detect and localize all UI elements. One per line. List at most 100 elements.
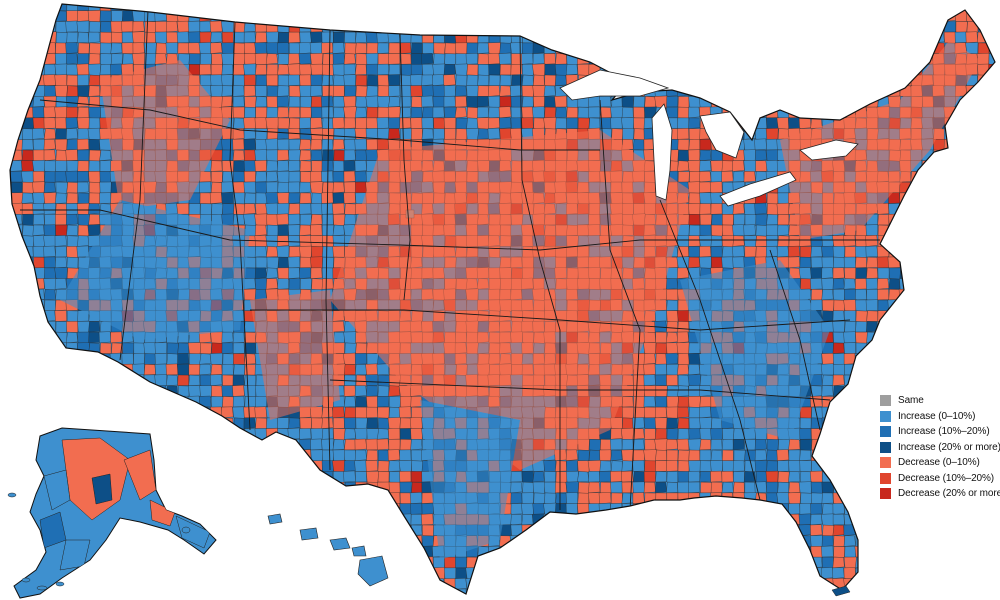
county-cell xyxy=(89,149,101,162)
county-cell xyxy=(255,192,268,205)
county-cell xyxy=(110,63,123,76)
county-cell xyxy=(321,214,334,226)
county-cell xyxy=(865,406,880,420)
county-cell xyxy=(255,256,268,269)
county-cell xyxy=(821,106,835,119)
county-cell xyxy=(99,342,112,354)
county-cell xyxy=(54,235,67,247)
county-cell xyxy=(410,74,423,86)
county-cell xyxy=(622,10,634,22)
county-cell xyxy=(700,10,712,22)
county-cell xyxy=(165,492,178,504)
county-cell xyxy=(421,85,434,98)
county-cell xyxy=(355,181,367,194)
county-cell xyxy=(932,267,945,279)
county-cell xyxy=(910,546,924,559)
county-cell xyxy=(955,524,968,537)
county-cell xyxy=(343,181,356,194)
county-cell xyxy=(77,396,90,409)
county-cell xyxy=(311,246,324,259)
county-cell xyxy=(966,331,979,344)
county-cell xyxy=(421,74,434,86)
county-cell xyxy=(10,374,12,386)
county-cell xyxy=(21,278,34,290)
county-cell xyxy=(243,288,257,301)
county-cell xyxy=(910,267,923,279)
county-cell xyxy=(555,492,567,504)
county-cell xyxy=(465,588,479,594)
county-cell xyxy=(321,170,334,183)
county-cell xyxy=(166,353,179,365)
county-cell xyxy=(644,428,656,440)
county-cell xyxy=(811,21,824,33)
county-cell xyxy=(488,74,501,86)
county-cell xyxy=(365,513,378,526)
county-cell xyxy=(232,85,245,97)
county-cell xyxy=(243,203,256,215)
county-cell xyxy=(543,4,557,12)
county-cell xyxy=(333,331,345,344)
county-cell xyxy=(321,588,334,594)
county-cell xyxy=(399,471,412,483)
county-cell xyxy=(166,417,178,429)
county-cell xyxy=(887,299,901,311)
county-cell xyxy=(910,53,923,65)
county-cell xyxy=(410,31,423,44)
county-cell xyxy=(955,224,967,236)
county-cell xyxy=(955,256,967,269)
county-cell xyxy=(366,406,378,419)
county-cell xyxy=(265,117,280,130)
county-cell xyxy=(188,203,201,215)
county-cell xyxy=(321,139,334,151)
county-cell xyxy=(32,406,45,419)
county-cell xyxy=(666,460,678,472)
county-cell xyxy=(855,406,867,419)
county-cell xyxy=(988,21,995,34)
county-cell xyxy=(199,353,212,365)
county-cell xyxy=(466,85,479,98)
county-cell xyxy=(977,192,990,204)
county-cell xyxy=(676,310,690,323)
county-cell xyxy=(699,406,712,419)
county-cell xyxy=(399,117,412,129)
county-cell xyxy=(810,535,823,547)
county-cell xyxy=(499,85,512,97)
county-cell xyxy=(121,385,134,397)
county-cell xyxy=(388,42,401,54)
county-cell xyxy=(865,224,878,236)
county-cell xyxy=(888,203,901,215)
county-cell xyxy=(77,214,91,227)
county-cell xyxy=(10,21,23,33)
county-cell xyxy=(288,556,301,569)
county-cell xyxy=(266,417,278,429)
county-cell xyxy=(54,588,68,594)
county-cell xyxy=(455,21,468,33)
county-cell xyxy=(821,64,834,76)
county-cell xyxy=(376,438,390,451)
county-cell xyxy=(843,256,856,269)
county-cell xyxy=(943,524,956,536)
county-cell xyxy=(577,492,590,504)
county-cell xyxy=(932,577,946,591)
county-cell xyxy=(910,289,923,301)
county-cell xyxy=(921,235,934,247)
county-cell xyxy=(76,63,90,76)
county-cell xyxy=(833,331,845,344)
county-cell xyxy=(354,427,368,441)
county-cell xyxy=(655,578,667,590)
county-cell xyxy=(343,502,356,515)
county-cell xyxy=(321,438,334,451)
county-cell xyxy=(54,74,67,87)
county-cell xyxy=(810,278,823,290)
county-cell xyxy=(388,85,401,97)
county-cell xyxy=(243,503,256,515)
county-cell xyxy=(299,214,312,226)
county-cell xyxy=(555,578,568,591)
county-cell xyxy=(977,364,990,376)
county-cell xyxy=(688,149,701,161)
county-cell xyxy=(232,492,245,504)
county-cell xyxy=(721,31,735,44)
county-cell xyxy=(76,20,90,33)
county-cell xyxy=(954,310,967,322)
county-cell xyxy=(55,342,67,354)
